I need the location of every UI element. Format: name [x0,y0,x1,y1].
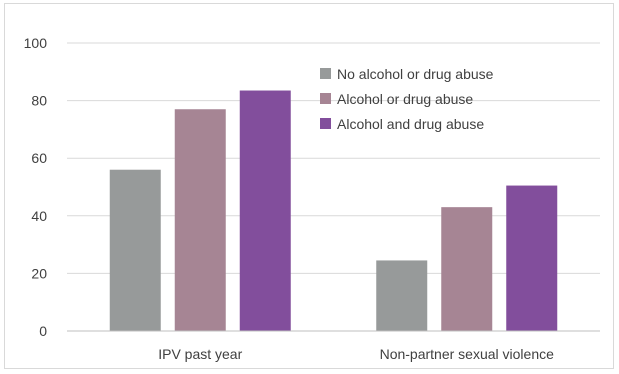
bar-2-category-2 [441,207,493,331]
y-tick-label: 0 [39,323,47,339]
y-tick-label: 20 [31,265,47,281]
x-axis-category-labels: IPV past year Non-partner sexual violence [158,346,554,362]
legend: No alcohol or drug abuse Alcohol or drug … [320,66,494,132]
legend-swatch [320,93,331,104]
bars [109,90,558,332]
bar-1-category-2 [376,260,428,331]
bar-3-category-1 [239,90,291,332]
y-tick-label: 60 [31,150,47,166]
y-tick-label: 40 [31,208,47,224]
bar-2-category-1 [174,109,226,332]
legend-label: Alcohol or drug abuse [337,91,473,107]
x-category-label: Non-partner sexual violence [380,346,555,362]
legend-label: Alcohol and drug abuse [337,116,484,132]
x-category-label: IPV past year [158,346,242,362]
legend-label: No alcohol or drug abuse [337,66,494,82]
bar-1-category-1 [109,169,161,331]
y-tick-label: 100 [24,35,48,51]
bar-3-category-2 [506,185,558,331]
legend-swatch [320,68,331,79]
y-axis-tick-labels: 0 20 40 60 80 100 [24,35,48,339]
y-tick-label: 80 [31,93,47,109]
legend-swatch [320,118,331,129]
